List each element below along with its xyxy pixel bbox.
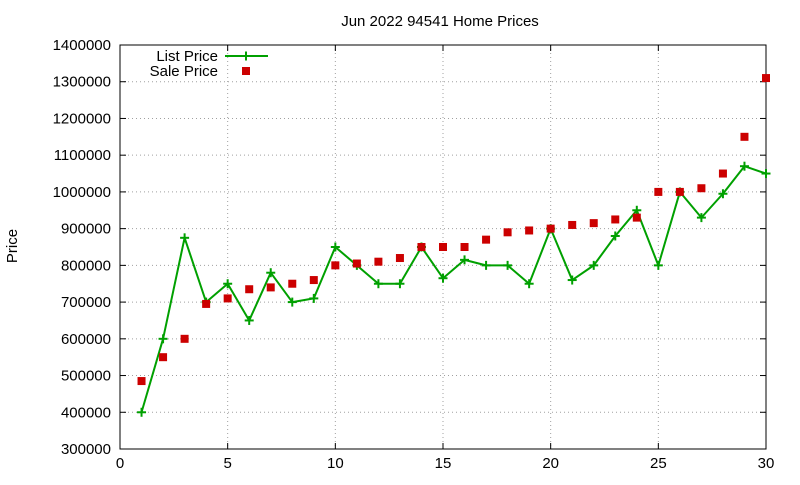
x-tick-label: 0 — [116, 455, 124, 472]
list-price-line — [140, 165, 767, 413]
y-tick-label: 1400000 — [53, 37, 111, 54]
list-price-point — [223, 279, 233, 289]
series-layer — [137, 74, 771, 417]
list-price-point — [330, 242, 340, 252]
sale-price-point — [632, 213, 641, 222]
list-price-point — [589, 260, 599, 270]
y-axis-label: Price — [4, 229, 21, 263]
x-tick-label: 30 — [758, 455, 775, 472]
sale-price-point — [352, 259, 361, 268]
sale-price-point — [525, 226, 534, 235]
legend-sample-list-price-marker — [241, 51, 251, 61]
sale-price-point — [611, 215, 620, 224]
legend: List Price Sale Price — [150, 48, 268, 80]
chart-title: Jun 2022 94541 Home Prices — [341, 13, 539, 30]
sale-price-point — [309, 276, 318, 285]
list-price-point — [524, 279, 534, 289]
x-tick-label: 20 — [542, 455, 559, 472]
y-tick-label: 1200000 — [53, 110, 111, 127]
list-price-point — [718, 189, 728, 199]
sale-price-point — [482, 235, 491, 244]
list-price-point — [632, 205, 642, 215]
legend-label-list-price: List Price — [156, 48, 218, 65]
x-tick-label: 25 — [650, 455, 667, 472]
list-price-point — [287, 297, 297, 307]
list-price-point — [503, 260, 513, 270]
y-tick-label: 600000 — [61, 331, 111, 348]
list-price-point — [244, 315, 254, 325]
sale-price-point — [503, 228, 512, 237]
legend-sample-sale-price-marker — [242, 67, 250, 75]
y-tick-label: 400000 — [61, 404, 111, 421]
list-price-point — [395, 279, 405, 289]
y-tick-label: 300000 — [61, 441, 111, 458]
list-price-point — [653, 260, 663, 270]
list-price-point — [373, 279, 383, 289]
sale-price-point — [202, 299, 211, 308]
y-tick-label: 500000 — [61, 368, 111, 385]
sale-price-point — [439, 243, 447, 251]
list-price-point — [761, 169, 771, 179]
sale-price-point — [718, 169, 727, 178]
x-tick-label: 5 — [223, 455, 231, 472]
y-tick-label: 700000 — [61, 294, 111, 311]
y-tick-label: 1300000 — [53, 74, 111, 91]
list-price-point — [180, 233, 190, 243]
list-price-point — [567, 275, 577, 285]
sale-price-point — [568, 220, 577, 229]
sale-price-point — [395, 254, 404, 263]
y-tick-label: 900000 — [61, 221, 111, 238]
list-price-point — [158, 334, 168, 344]
list-price-point — [610, 231, 620, 241]
sale-price-point — [266, 283, 275, 292]
sale-price-point — [245, 285, 254, 294]
list-price-point — [481, 260, 491, 270]
sale-price-point — [697, 184, 706, 193]
x-tick-label: 10 — [327, 455, 344, 472]
list-price-point — [696, 213, 706, 223]
sale-price-point — [740, 132, 749, 141]
sale-price-point — [374, 257, 383, 266]
y-tick-label: 800000 — [61, 257, 111, 274]
list-price-point — [460, 255, 470, 265]
sale-price-point — [675, 187, 684, 196]
sale-price-point — [180, 334, 189, 343]
sale-price-point — [159, 353, 168, 362]
legend-label-sale-price: Sale Price — [150, 63, 218, 80]
y-tick-label: 1100000 — [54, 147, 111, 164]
grid-layer — [120, 45, 766, 449]
sale-price-point — [654, 187, 663, 196]
list-price-point — [438, 273, 448, 283]
axis-layer: 0 5 10 15 20 25 30 300000 400000 500000 600000 7000… — [53, 37, 775, 472]
list-price-point — [137, 407, 147, 417]
sale-price-point — [331, 261, 340, 270]
sale-price-point — [589, 219, 598, 228]
sale-price-point — [460, 243, 469, 251]
list-price-point — [309, 293, 319, 303]
x-tick-label: 15 — [435, 455, 452, 472]
y-tick-label: 1000000 — [53, 184, 111, 201]
sale-price-point — [223, 294, 232, 303]
list-price-point — [739, 161, 749, 171]
sale-price-point — [288, 279, 297, 288]
sale-price-point — [546, 224, 555, 233]
list-price-point — [266, 268, 276, 278]
sale-price-point — [417, 243, 426, 251]
sale-price-point — [137, 377, 146, 386]
sale-price-point — [762, 74, 770, 83]
